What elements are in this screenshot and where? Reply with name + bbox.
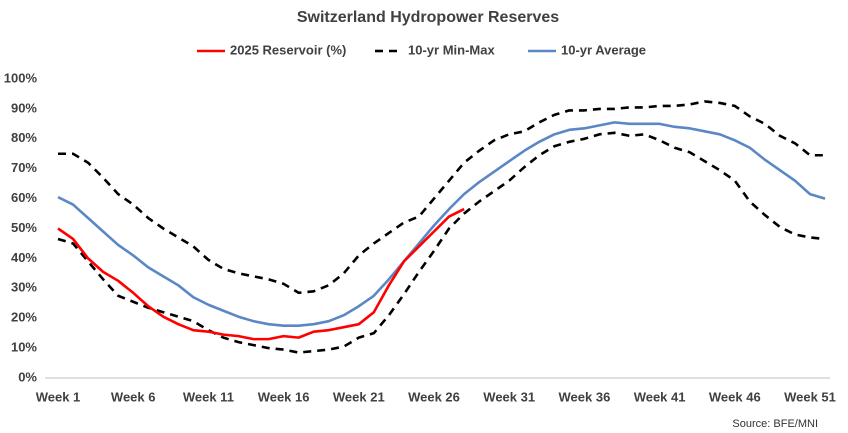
y-tick-label: 10%: [11, 340, 37, 355]
x-tick-label: Week 16: [258, 389, 310, 404]
x-tick-label: Week 11: [183, 389, 234, 404]
chart-title: Switzerland Hydropower Reserves: [297, 9, 559, 26]
y-tick-label: 20%: [11, 310, 37, 325]
legend-label: 10-yr Average: [561, 42, 646, 57]
y-tick-label: 80%: [11, 130, 37, 145]
y-tick-label: 90%: [11, 100, 37, 115]
max-line: [58, 100, 826, 295]
x-tick-label: Week 31: [483, 389, 535, 404]
y-tick-label: 50%: [11, 220, 37, 235]
x-tick-label: Week 36: [559, 389, 611, 404]
y-tick-label: 30%: [11, 280, 37, 295]
min-line: [57, 131, 826, 354]
x-tick-label: Week 41: [634, 389, 686, 404]
legend-label: 10-yr Min-Max: [408, 42, 495, 57]
x-tick-label: Week 6: [111, 389, 156, 404]
x-tick-label: Week 51: [784, 389, 836, 404]
legend-label: 2025 Reservoir (%): [230, 42, 346, 57]
line-series: [57, 207, 465, 341]
x-tick-label: Week 21: [333, 389, 385, 404]
source-note: Source: BFE/MNI: [732, 418, 818, 430]
y-tick-label: 70%: [11, 160, 37, 175]
y-tick-label: 60%: [11, 190, 37, 205]
x-tick-label: Week 26: [408, 389, 460, 404]
y-tick-label: 40%: [11, 250, 37, 265]
y-tick-label: 0%: [18, 369, 37, 384]
x-tick-label: Week 1: [36, 389, 81, 404]
x-tick-label: Week 46: [709, 389, 761, 404]
line-series: [57, 121, 826, 327]
y-tick-label: 100%: [4, 70, 38, 85]
